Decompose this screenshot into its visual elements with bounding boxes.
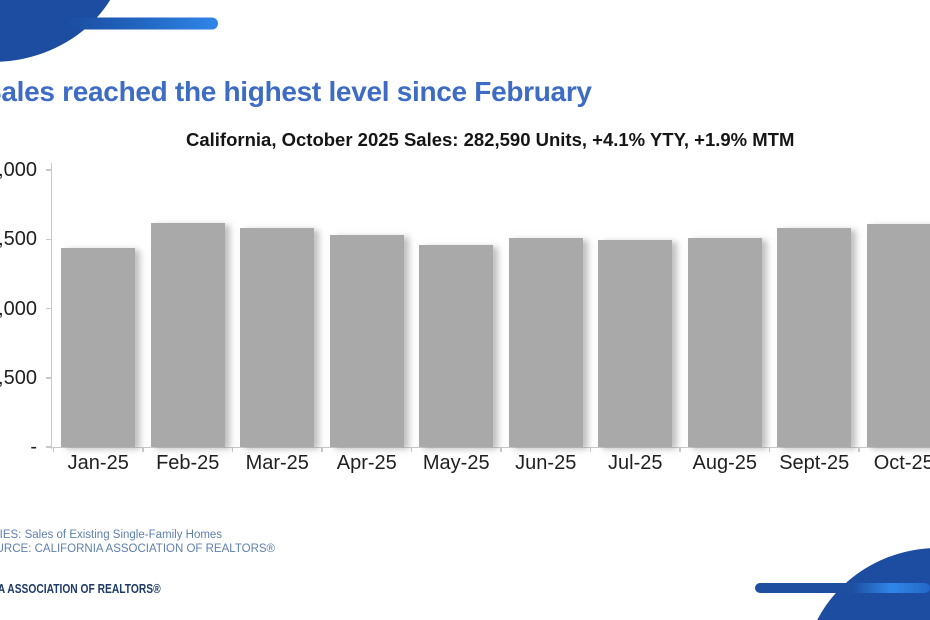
bar-mar-25: [240, 228, 315, 447]
x-axis-label: Jun-25: [515, 452, 577, 474]
x-axis-tick: [52, 447, 55, 452]
x-axis-tick: [858, 447, 860, 452]
y-axis-tick-label: 7,500: [0, 366, 37, 389]
y-axis-tick-label: 15,000: [0, 297, 37, 320]
x-axis-label: Apr-25: [336, 452, 397, 474]
y-axis-tick: [46, 238, 52, 240]
x-axis-label: Mar-25: [245, 452, 309, 474]
slide-title: Sales reached the highest level since Fe…: [0, 76, 592, 107]
footer-series-line: SERIES: Sales of Existing Single-Family …: [0, 529, 223, 541]
decor-blob-top-left: [0, 0, 111, 62]
bar-jul-25: [598, 240, 673, 447]
x-axis-tick: [231, 447, 234, 452]
x-axis-label: Aug-25: [692, 452, 758, 474]
bar-jun-25: [508, 238, 583, 447]
y-axis-tick-label: 30,000: [0, 159, 37, 181]
y-axis-tick: [46, 169, 52, 171]
x-axis-label: Jan-25: [67, 452, 129, 474]
x-axis-tick: [500, 447, 502, 452]
x-axis-label: Feb-25: [156, 452, 220, 474]
bar-oct-25: [866, 223, 930, 447]
x-axis-label: Jul-25: [608, 452, 663, 474]
x-axis-tick: [321, 447, 323, 452]
decor-swoosh-bottom-right: [755, 583, 930, 593]
y-axis-line: [50, 163, 52, 449]
decor-top-left: [0, 0, 218, 62]
bar-aug-25: [687, 238, 762, 447]
bar-sept-25: [777, 228, 852, 447]
bar-apr-25: [329, 234, 404, 447]
bar-jan-25: [61, 247, 136, 447]
y-axis-tick-label: 22,500: [0, 228, 37, 251]
x-axis-tick: [142, 447, 144, 452]
decor-bottom-right: [755, 548, 930, 620]
x-axis-label: Sept-25: [779, 452, 850, 474]
x-axis-tick: [679, 447, 681, 452]
x-axis-tick: [410, 447, 413, 452]
y-axis-tick: [46, 446, 52, 448]
footer-source-line: SOURCE: CALIFORNIA ASSOCIATION OF REALTO…: [0, 543, 276, 555]
x-axis-tick: [768, 447, 771, 452]
y-axis-tick: [46, 377, 52, 379]
y-axis-tick-label: -: [30, 436, 37, 458]
x-axis-tick: [589, 447, 592, 452]
chart-subtitle: California, October 2025 Sales: 282,590 …: [186, 129, 795, 150]
decor-swoosh-top-left: [63, 17, 218, 30]
y-axis-tick: [46, 307, 52, 310]
x-axis-line: [46, 446, 930, 448]
x-axis-label: Oct-25: [873, 452, 930, 474]
logo-car-wordmark: CALIFORNIA ASSOCIATION OF REALTORS®: [0, 582, 161, 596]
bar-feb-25: [150, 222, 225, 447]
x-axis-label: May-25: [422, 452, 490, 474]
bar-may-25: [419, 244, 494, 447]
